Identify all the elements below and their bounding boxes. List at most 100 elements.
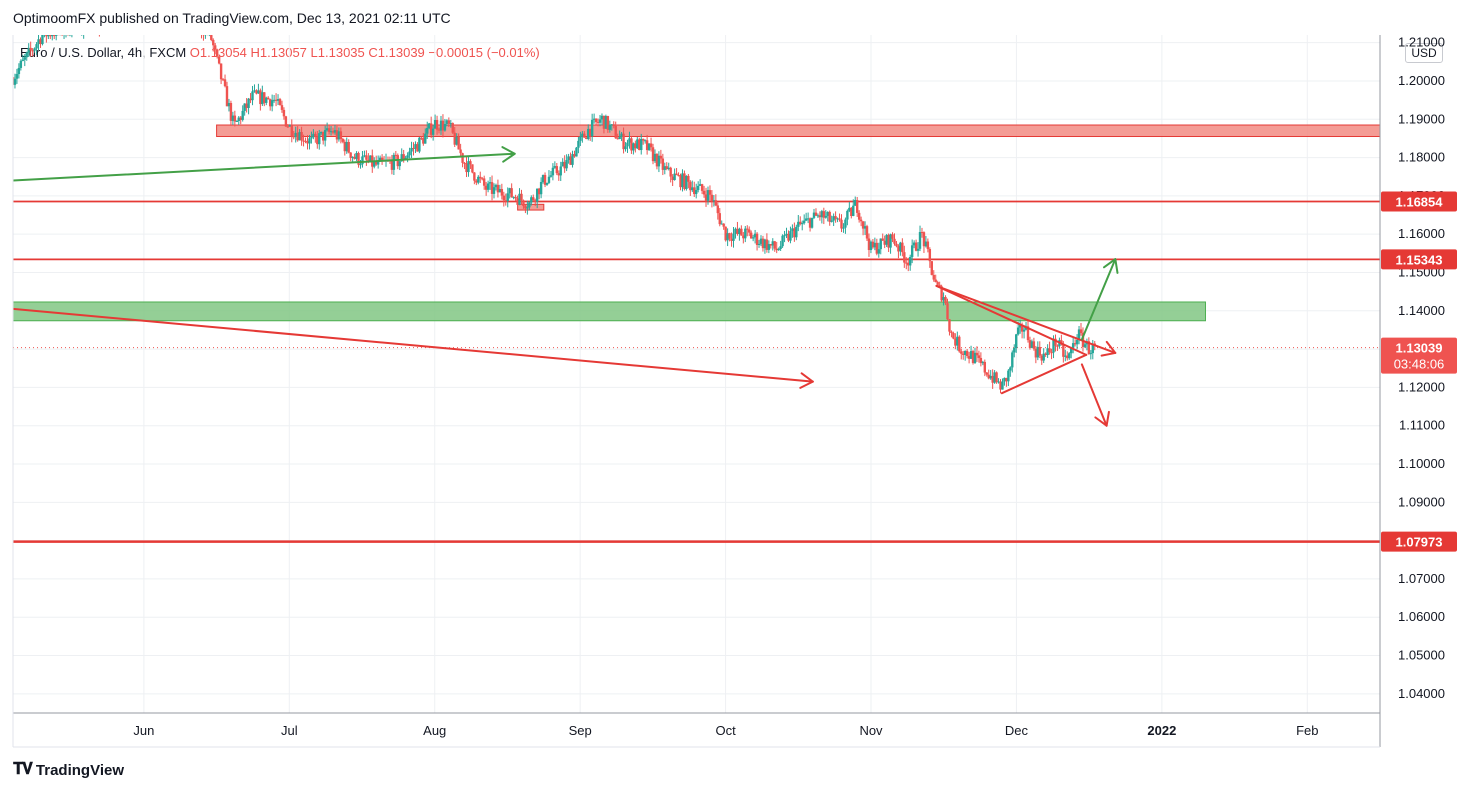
x-tick-label: Sep xyxy=(569,723,592,738)
candle-body xyxy=(1056,345,1059,347)
candle-body xyxy=(200,24,202,33)
candle-body xyxy=(830,220,833,222)
candle-body xyxy=(620,133,623,137)
candle-body xyxy=(426,127,429,134)
candle-body xyxy=(836,218,839,220)
candle-body xyxy=(80,35,83,36)
candle-body xyxy=(318,133,321,145)
candle-body xyxy=(577,140,580,148)
candle-body xyxy=(214,45,217,50)
candle-body xyxy=(1044,353,1047,356)
candle-body xyxy=(284,116,288,127)
candle-body xyxy=(618,136,621,140)
candle-body xyxy=(695,190,698,195)
candle-body xyxy=(726,233,729,241)
candle-body xyxy=(237,117,240,121)
candle-body xyxy=(229,103,233,121)
candle-body xyxy=(541,174,545,183)
currency-button[interactable]: USD xyxy=(1405,43,1443,63)
candle-body xyxy=(310,137,313,139)
y-tick-label: 1.18000 xyxy=(1398,150,1445,165)
candle-body xyxy=(875,242,879,254)
candlestick-series xyxy=(13,8,1096,394)
candle-body xyxy=(962,353,965,355)
level-price-tag xyxy=(1381,249,1457,270)
candle-body xyxy=(575,147,578,157)
candle-body xyxy=(292,136,295,138)
candle-body xyxy=(940,286,943,301)
candle-body xyxy=(17,67,21,75)
last-price-tag xyxy=(1381,337,1457,374)
candle-body xyxy=(842,227,845,229)
candle-body xyxy=(128,13,130,20)
candle-body xyxy=(728,233,731,239)
candle-body xyxy=(647,143,651,151)
candle-body xyxy=(616,138,619,140)
candle-body xyxy=(380,157,384,161)
candle-body xyxy=(512,196,515,198)
candle-body xyxy=(268,99,272,107)
candle-body xyxy=(424,133,427,144)
candle-body xyxy=(744,228,747,239)
candle-body xyxy=(614,126,617,139)
candle-body xyxy=(345,142,348,152)
candle-body xyxy=(1028,340,1032,348)
y-tick-label: 1.07000 xyxy=(1398,571,1445,586)
candle-body xyxy=(539,182,543,195)
candle-body xyxy=(899,242,902,252)
candle-body xyxy=(630,138,633,151)
candle-body xyxy=(183,17,185,22)
candle-body xyxy=(834,216,837,219)
candle-body xyxy=(1083,344,1087,347)
arrowhead-red xyxy=(1094,410,1110,427)
candle-body xyxy=(669,167,672,177)
candle-body xyxy=(90,23,92,25)
candle-body xyxy=(414,144,417,149)
candle-body xyxy=(981,361,985,364)
candle-body xyxy=(1071,343,1075,348)
candle-body xyxy=(231,115,235,121)
candle-body xyxy=(165,18,167,20)
candle-body xyxy=(793,228,796,238)
candle-body xyxy=(104,21,106,30)
candle-body xyxy=(506,193,509,202)
candle-body xyxy=(369,155,372,162)
candle-body xyxy=(39,39,42,45)
candle-body xyxy=(259,90,262,105)
candle-body xyxy=(985,372,988,375)
close-value: C1.13039 xyxy=(368,45,425,60)
candle-body xyxy=(934,279,937,283)
candle-body xyxy=(147,8,149,13)
candle-body xyxy=(61,24,63,34)
candle-body xyxy=(559,166,562,176)
candle-body xyxy=(282,109,286,117)
candle-body xyxy=(23,57,26,60)
low-value: L1.13035 xyxy=(310,45,365,60)
candle-body xyxy=(351,156,354,158)
candle-body xyxy=(583,133,586,138)
candle-body xyxy=(775,248,778,251)
support-zone xyxy=(13,301,1206,322)
candle-body xyxy=(716,205,720,214)
candle-body xyxy=(730,238,733,241)
candle-body xyxy=(323,130,327,141)
chart-levels xyxy=(13,200,1380,543)
candle-body xyxy=(276,99,280,101)
candle-body xyxy=(329,131,333,133)
candle-body xyxy=(751,237,755,239)
candle-body xyxy=(785,233,788,236)
candle-body xyxy=(225,86,229,107)
candle-body xyxy=(339,131,343,139)
candle-body xyxy=(102,21,104,30)
candle-body xyxy=(357,153,360,165)
candle-body xyxy=(569,156,572,165)
arrowhead-green xyxy=(1102,258,1119,274)
candle-body xyxy=(106,18,108,21)
candle-body xyxy=(75,21,77,26)
y-tick-label: 1.04000 xyxy=(1398,686,1445,701)
candle-body xyxy=(702,190,706,195)
y-tick-label: 1.11000 xyxy=(1399,418,1445,433)
candle-body xyxy=(265,97,268,103)
candle-body xyxy=(118,19,120,21)
